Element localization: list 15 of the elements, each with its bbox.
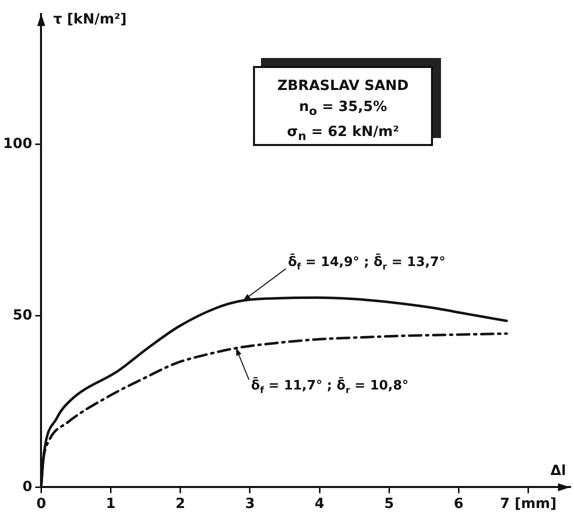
annotation: σ$_{n}$ = 62 kN/m² bbox=[286, 122, 400, 145]
x-tick-label: 2 bbox=[176, 496, 186, 512]
annotation: n$_{o}$ = 35,5% bbox=[298, 98, 388, 120]
x-tick-label: 1 bbox=[106, 496, 116, 512]
x-tick-label: 4 bbox=[314, 496, 325, 512]
x-tick-label: 5 bbox=[384, 496, 394, 512]
x-tick-label: 0 bbox=[36, 496, 46, 512]
x-tick-label: 6 bbox=[454, 496, 464, 512]
x-tick-label: 3 bbox=[245, 496, 255, 512]
x-axis-title: Δl bbox=[550, 462, 566, 479]
y-tick-label: 100 bbox=[2, 136, 32, 152]
y-tick-label: 50 bbox=[12, 307, 32, 324]
y-axis-title: τ [kN/m²] bbox=[53, 12, 127, 28]
y-tick-label: 0 bbox=[22, 478, 32, 495]
x-tick-label: 7 [mm] bbox=[500, 496, 557, 512]
